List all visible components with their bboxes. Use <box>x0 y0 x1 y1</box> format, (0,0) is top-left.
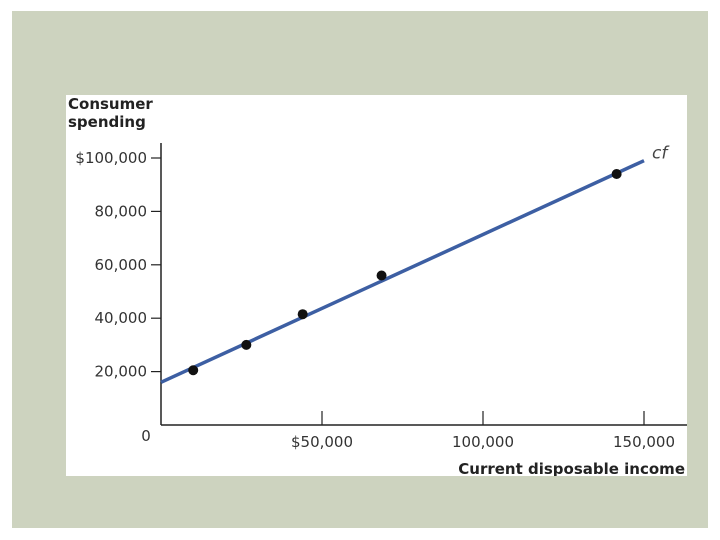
y-axis-label-line-2: spending <box>68 113 146 131</box>
data-points <box>188 169 622 376</box>
fit-line-cf <box>160 159 645 384</box>
fit-line-label: cf <box>652 144 670 164</box>
data-point <box>611 169 622 180</box>
y-tick-label: 20,000 <box>95 363 148 381</box>
chart-panel: Consumer spending Current disposable inc… <box>66 95 687 476</box>
chart: Consumer spending Current disposable inc… <box>68 95 687 476</box>
data-point <box>376 270 387 281</box>
x-tick-label: 150,000 <box>613 433 675 451</box>
axes: 20,000 40,000 60,000 80,000 $100,000 0 $50,000… <box>75 143 687 451</box>
y-tick-label: 60,000 <box>95 256 148 274</box>
y-tick-label: 40,000 <box>95 309 148 327</box>
x-tick-label: $50,000 <box>291 433 353 451</box>
slide-background: Consumer spending Current disposable inc… <box>12 11 708 528</box>
data-point <box>297 309 308 320</box>
fit-line-group: cf <box>160 144 670 384</box>
y-axis-label-line-1: Consumer <box>68 95 153 113</box>
y-tick-label: $100,000 <box>75 149 147 167</box>
x-tick-label: 100,000 <box>452 433 514 451</box>
x-axis-label: Current disposable income <box>458 460 685 476</box>
y-tick-label: 80,000 <box>95 202 148 220</box>
data-point <box>241 339 252 350</box>
origin-label: 0 <box>141 427 151 445</box>
data-point <box>188 365 199 376</box>
